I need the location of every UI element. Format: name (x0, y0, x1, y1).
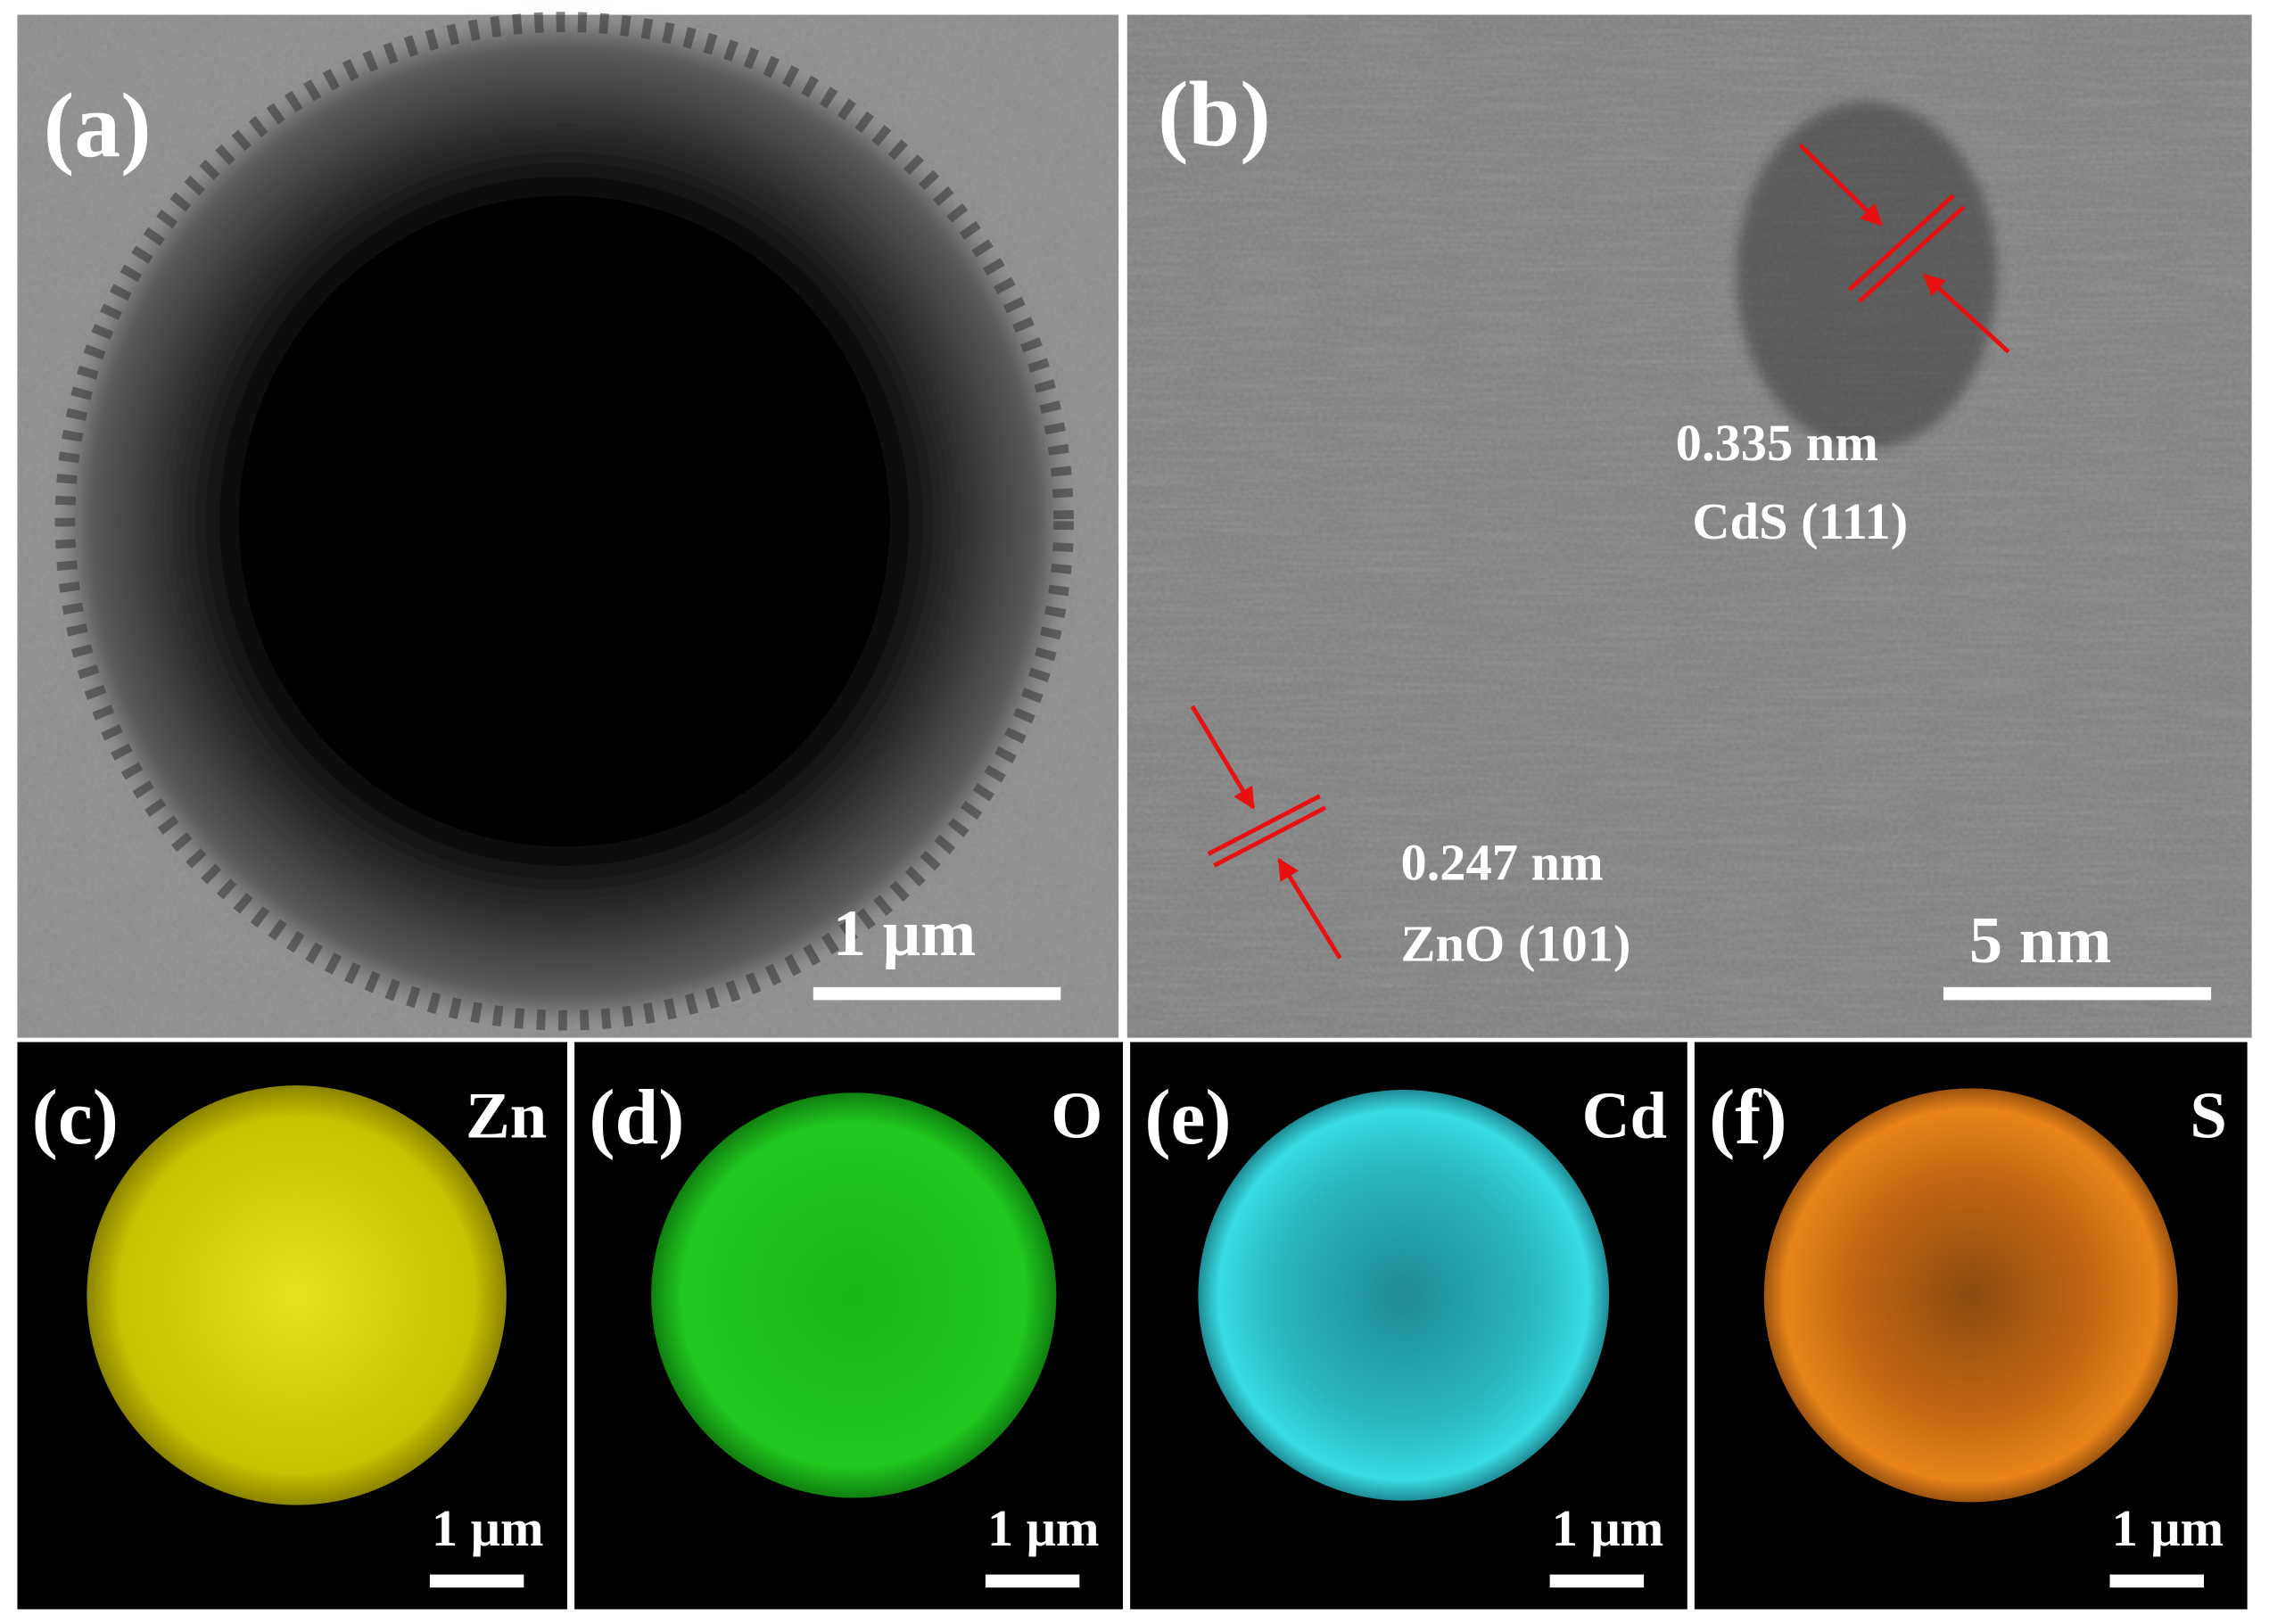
panel-label: (b) (1158, 63, 1271, 166)
map-labels: (c) Zn 1 μm (d) O 1 μm (e) Cd 1 μm (f) S 1 μm (32, 1074, 2227, 1588)
panel-label: (e) (1144, 1074, 1231, 1160)
element-label: Cd (1582, 1079, 1667, 1153)
scale-bar-label: 1 μm (2112, 1499, 2224, 1557)
panel-e (1130, 1042, 1687, 1610)
element-label: O (1051, 1079, 1102, 1153)
annotation: 0.335 nm (1676, 414, 1878, 472)
scale-bar-label: 1 μm (432, 1499, 544, 1557)
scale-bar (1549, 1574, 1645, 1588)
scale-bar-label: 1 μm (1552, 1499, 1664, 1557)
annotation: CdS (111) (1692, 492, 1908, 550)
scale-bar (1943, 986, 2212, 1001)
panel-label: (d) (589, 1074, 684, 1160)
panel-label: (a) (44, 75, 152, 177)
element-label: S (2190, 1079, 2227, 1153)
panel-a: (a) 1 μm (17, 12, 1119, 1038)
scale-bar (2109, 1574, 2204, 1588)
scale-bar-label: 1 μm (833, 896, 976, 970)
annotation: ZnO (101) (1401, 915, 1631, 973)
panel-c (17, 1042, 568, 1610)
panel-b: (b) 0.335 nm CdS (111) 0.247 nm ZnO (101… (1126, 14, 2252, 1038)
annotation: 0.247 nm (1401, 834, 1604, 892)
scale-bar (985, 1574, 1080, 1588)
panel-f (1694, 1042, 2248, 1610)
panel-label: (f) (1709, 1074, 1787, 1160)
scale-bar (813, 986, 1061, 1001)
scale-bar (429, 1574, 524, 1588)
panel-label: (c) (32, 1074, 119, 1160)
element-label: Zn (466, 1079, 547, 1153)
scale-bar-label: 1 μm (987, 1499, 1100, 1557)
panel-d (574, 1042, 1124, 1610)
scale-bar-label: 5 nm (1969, 903, 2112, 977)
